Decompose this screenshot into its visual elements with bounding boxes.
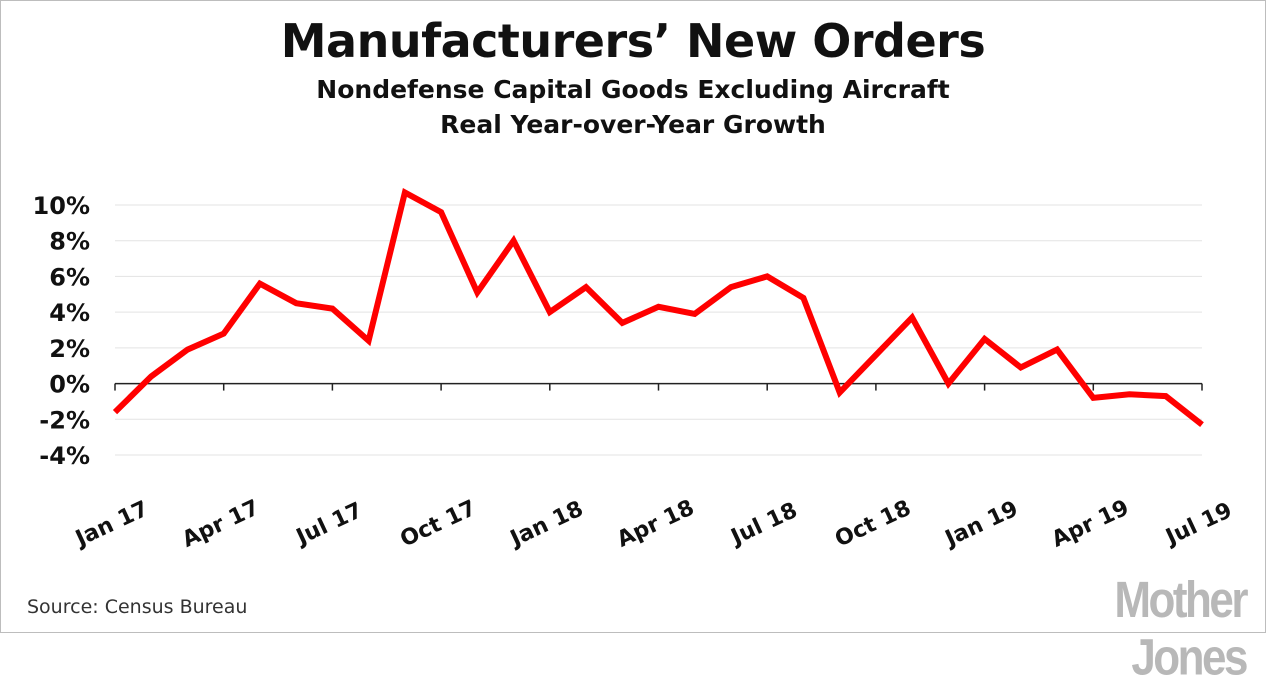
y-tick-label: 8% bbox=[49, 228, 90, 256]
x-tick-label: Oct 17 bbox=[397, 496, 481, 553]
x-tick-label: Jan 17 bbox=[70, 497, 152, 553]
y-tick-label: 2% bbox=[49, 335, 90, 363]
gridlines bbox=[115, 205, 1202, 455]
x-tick-label: Apr 17 bbox=[179, 495, 264, 552]
x-tick-label: Apr 19 bbox=[1048, 495, 1133, 552]
x-tick-label: Jan 19 bbox=[940, 497, 1022, 553]
y-tick-label: -4% bbox=[39, 442, 90, 470]
x-tick-label: Jul 19 bbox=[1161, 498, 1237, 551]
x-tick-label: Jul 18 bbox=[726, 498, 802, 551]
y-axis-ticks: 10% 8% 6% 4% 2% 0% -2% -4% bbox=[33, 192, 90, 470]
x-axis bbox=[115, 384, 1202, 391]
x-tick-label: Oct 18 bbox=[831, 496, 915, 553]
source-note: Source: Census Bureau bbox=[27, 596, 247, 618]
mother-jones-logo: Mother Jones bbox=[1018, 572, 1246, 687]
y-tick-label: 4% bbox=[49, 299, 90, 327]
x-tick-label: Jul 17 bbox=[291, 498, 367, 551]
y-tick-label: 6% bbox=[49, 263, 90, 291]
y-tick-label: 0% bbox=[49, 371, 90, 399]
y-tick-label: -2% bbox=[39, 406, 90, 434]
y-tick-label: 10% bbox=[33, 192, 90, 220]
line-chart: 10% 8% 6% 4% 2% 0% -2% -4% Jan 17 Apr 17 Jul 17 Oc… bbox=[0, 0, 1266, 633]
x-tick-label: Apr 18 bbox=[613, 495, 698, 552]
x-axis-ticks: Jan 17 Apr 17 Jul 17 Oct 17 Jan 18 Apr 18 Jul … bbox=[70, 495, 1236, 552]
x-tick-label: Jan 18 bbox=[505, 497, 587, 553]
